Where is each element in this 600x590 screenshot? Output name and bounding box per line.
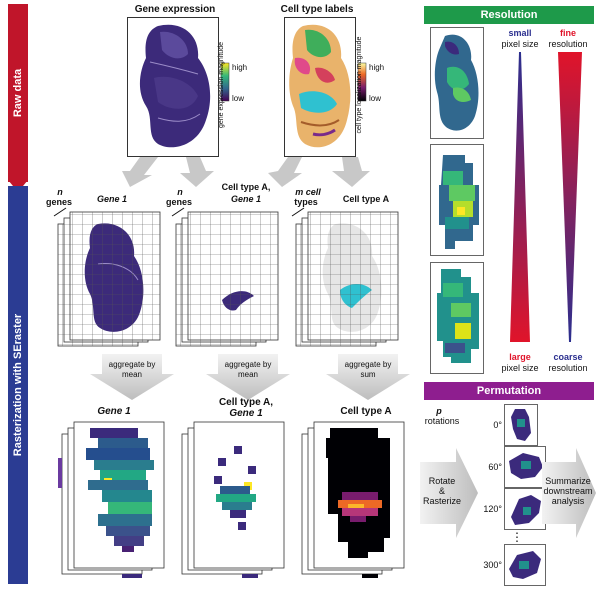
perm-summarize-a: Summarize [545, 476, 591, 486]
aggregate-arrows [90, 354, 410, 400]
col2-title-a: Cell type A, [221, 182, 271, 192]
gene-expression-panel [127, 17, 219, 157]
col2-grid-stack [171, 207, 279, 347]
col3-count: m cell [295, 187, 321, 197]
raw-data-band: Raw data [8, 4, 28, 182]
col2-count: n [177, 187, 183, 197]
flow-arrows-top [122, 157, 370, 187]
gene-legend-high: high [232, 63, 248, 72]
rotate-arrow [420, 448, 478, 538]
perm-summarize-b: downstream [543, 486, 593, 496]
perm-rotate-a: Rotate [428, 476, 456, 486]
bottom-col1-title: Gene 1 [97, 406, 131, 417]
perm-p: p [436, 406, 442, 416]
res-resolution-bottom: resolution [548, 363, 588, 373]
perm-angle-3: 300° [483, 560, 502, 570]
aggregate-col3: aggregate by sum [344, 360, 392, 379]
cell-type-labels-title: Cell type labels [280, 4, 354, 15]
perm-map-0 [504, 404, 538, 446]
perm-rotate-b: & [438, 486, 445, 496]
col2-raster-cells [214, 446, 256, 530]
cell-legend-low: low [369, 94, 382, 103]
perm-angle-0: 0° [493, 420, 502, 430]
resolution-map-small [430, 27, 484, 139]
res-large: large [509, 352, 531, 362]
resolution-header: Resolution [424, 6, 594, 24]
resolution-wedges [510, 52, 582, 342]
cell-legend-axis: cell type localization magnitude [356, 36, 363, 134]
gene-colorbar [220, 62, 230, 102]
cell-type-panel [284, 17, 356, 157]
bottom-col3-title: Cell type A [340, 406, 392, 417]
col1-unit: genes [45, 197, 72, 207]
col2-unit: genes [165, 197, 192, 207]
gene-legend-axis: gene expression magnitude [218, 42, 225, 129]
perm-map-3 [504, 544, 546, 586]
cell-colorbar [357, 62, 367, 102]
cell-type-image [289, 24, 351, 148]
aggregate-col1: aggregate by mean [108, 360, 156, 379]
permutation-header: Permutation [424, 382, 594, 400]
aggregate-col2: aggregate by mean [224, 360, 272, 379]
col1-grid-stack [53, 207, 161, 347]
raw-data-label: Raw data [12, 68, 24, 118]
rasterization-label: Rasterization with SEraster [12, 313, 24, 457]
col1-count: n [57, 187, 63, 197]
res-coarse: coarse [553, 352, 583, 362]
col3-raster-stack [301, 421, 405, 578]
resolution-map-large [430, 262, 484, 374]
gene-legend-low: low [232, 94, 245, 103]
col3-raster-cells [326, 428, 390, 558]
col3-unit: types [294, 197, 318, 207]
col1-raster-cells [86, 428, 154, 552]
res-pixel-size-bottom: pixel size [501, 363, 539, 373]
col3-title: Cell type A [342, 194, 390, 204]
perm-rotations: rotations [424, 416, 460, 426]
res-pixel-size-top: pixel size [501, 39, 539, 49]
res-fine: fine [559, 28, 576, 38]
perm-summarize-c: analysis [551, 496, 585, 506]
rasterization-band: Rasterization with SEraster [8, 186, 28, 584]
perm-dots: ⋮ [511, 530, 523, 544]
gene-expression-title: Gene expression [134, 4, 216, 15]
summarize-arrow [542, 448, 596, 538]
col2-raster-stack [181, 421, 285, 578]
perm-rotate-c: Rasterize [422, 496, 461, 506]
res-resolution-top: resolution [548, 39, 588, 49]
perm-angle-2: 120° [483, 504, 502, 514]
col2-title-b: Gene 1 [230, 194, 261, 204]
bottom-col2-title-a: Cell type A, [218, 397, 274, 408]
col3-grid-stack [291, 207, 399, 347]
cell-legend-high: high [369, 63, 385, 72]
res-small: small [508, 28, 532, 38]
perm-angle-1: 60° [488, 462, 502, 472]
bottom-col2-title-b: Gene 1 [229, 408, 263, 419]
gene-expression-image [139, 24, 211, 148]
col1-raster-stack [58, 421, 165, 578]
col1-title: Gene 1 [96, 194, 127, 204]
resolution-map-medium [430, 144, 484, 256]
